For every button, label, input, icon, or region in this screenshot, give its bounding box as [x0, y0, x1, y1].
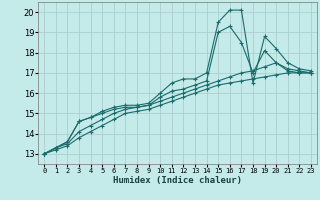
- X-axis label: Humidex (Indice chaleur): Humidex (Indice chaleur): [113, 176, 242, 185]
